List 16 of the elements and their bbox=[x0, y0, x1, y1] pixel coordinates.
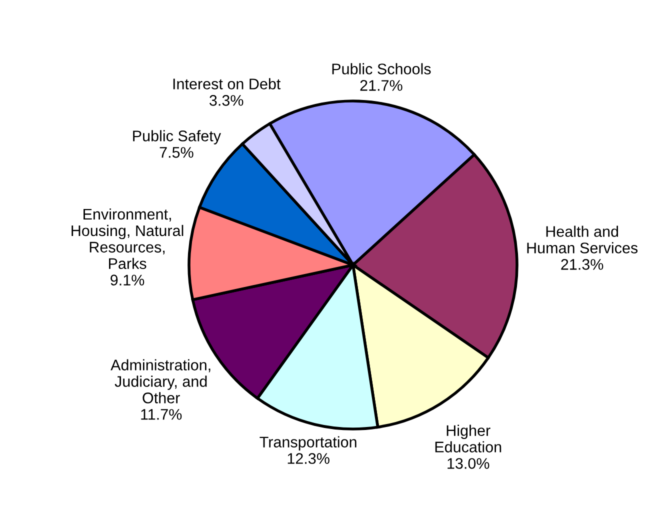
slice-label: Interest on Debt bbox=[173, 78, 281, 90]
data-label: 21.7% bbox=[360, 80, 402, 91]
data-label: 13.0% bbox=[448, 458, 490, 469]
slice-label: Transportation bbox=[260, 436, 356, 450]
data-label: 3.3% bbox=[210, 95, 244, 106]
slice-label: Health and Human Services bbox=[527, 226, 638, 254]
slice-label: Higher Education bbox=[435, 424, 502, 452]
data-label: 11.7% bbox=[141, 409, 182, 420]
data-label: 7.5% bbox=[160, 147, 194, 158]
slice-label: Administration, Judiciary, and Other bbox=[110, 359, 210, 404]
slice-label: Public Safety bbox=[133, 130, 222, 144]
data-label: 12.3% bbox=[288, 453, 330, 464]
data-label: 9.1% bbox=[110, 274, 144, 286]
slice-label: Environment, Housing, Natural Resources, Parks bbox=[72, 208, 184, 270]
slice-label: Public Schools bbox=[332, 63, 431, 74]
data-label: 21.3% bbox=[561, 259, 604, 270]
